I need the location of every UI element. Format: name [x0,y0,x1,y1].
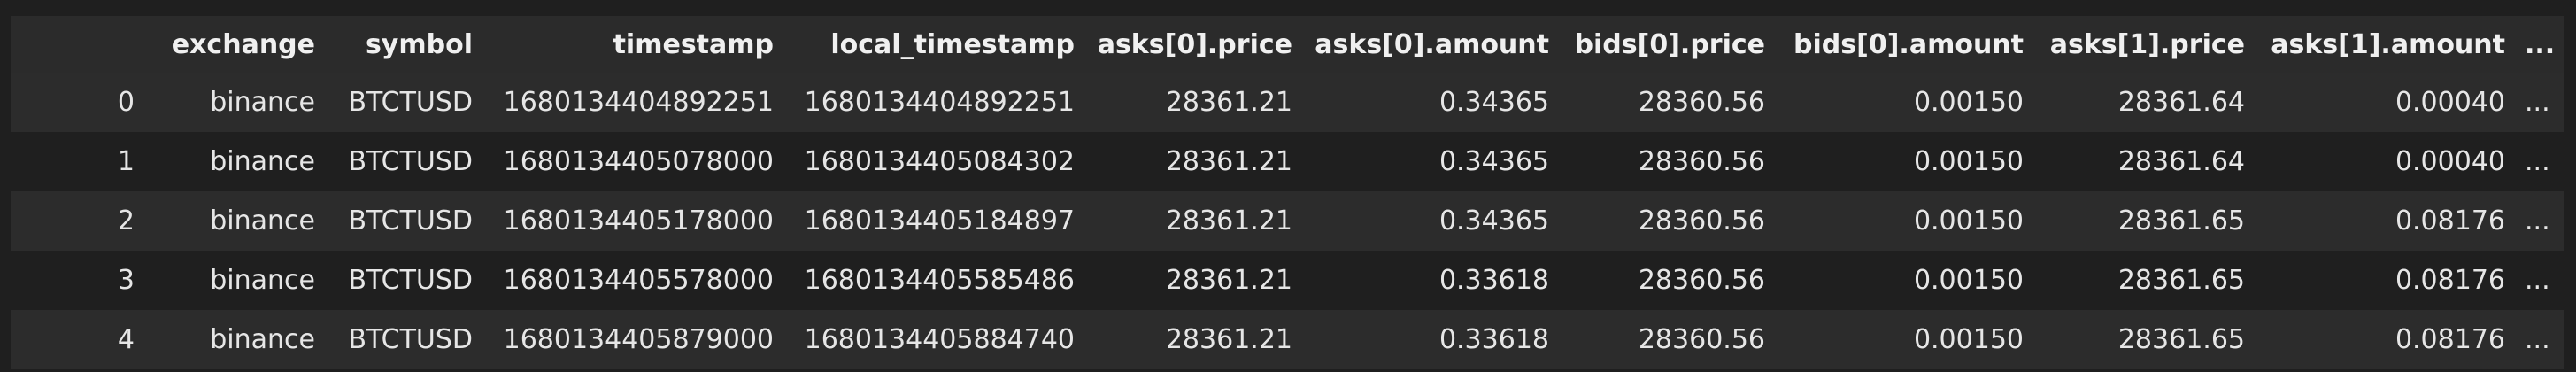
cell-local-timestamp: 1680134405184897 [783,191,1084,251]
cell-asks1-amount: 0.00040 [2254,132,2514,191]
row-index: 1 [11,132,147,191]
column-header-timestamp: timestamp [482,16,783,73]
cell-asks1-price: 28361.65 [2032,191,2254,251]
cell-bids0-price: 28360.56 [1558,191,1774,251]
cell-bids0-price: 28360.56 [1558,251,1774,310]
cell-symbol: BTCTUSD [324,251,482,310]
cell-local-timestamp: 1680134404892251 [783,73,1084,132]
cell-truncated: ... [2514,191,2564,251]
column-header-truncated: ... [2514,16,2564,73]
cell-bids0-price: 28360.56 [1558,73,1774,132]
cell-asks1-amount: 0.08176 [2254,310,2514,369]
cell-symbol: BTCTUSD [324,310,482,369]
cell-bids0-amount: 0.00150 [1774,132,2032,191]
cell-timestamp: 1680134405178000 [482,191,783,251]
cell-asks1-price: 28361.64 [2032,132,2254,191]
column-header-asks1-price: asks[1].price [2032,16,2254,73]
cell-asks0-amount: 0.34365 [1301,73,1558,132]
cell-asks0-amount: 0.34365 [1301,191,1558,251]
column-header-exchange: exchange [147,16,324,73]
header-row: exchange symbol timestamp local_timestam… [11,16,2564,73]
cell-exchange: binance [147,310,324,369]
index-header [11,16,147,73]
cell-asks1-amount: 0.08176 [2254,251,2514,310]
cell-local-timestamp: 1680134405585486 [783,251,1084,310]
dataframe-output: exchange symbol timestamp local_timestam… [11,16,2564,369]
cell-symbol: BTCTUSD [324,73,482,132]
cell-timestamp: 1680134405879000 [482,310,783,369]
cell-asks1-price: 28361.65 [2032,310,2254,369]
column-header-symbol: symbol [324,16,482,73]
cell-asks0-price: 28361.21 [1084,73,1301,132]
table-row: 3 binance BTCTUSD 1680134405578000 16801… [11,251,2564,310]
cell-timestamp: 1680134405578000 [482,251,783,310]
cell-bids0-amount: 0.00150 [1774,191,2032,251]
cell-asks0-amount: 0.34365 [1301,132,1558,191]
cell-timestamp: 1680134404892251 [482,73,783,132]
column-header-bids0-price: bids[0].price [1558,16,1774,73]
cell-bids0-amount: 0.00150 [1774,73,2032,132]
table-row: 0 binance BTCTUSD 1680134404892251 16801… [11,73,2564,132]
row-index: 3 [11,251,147,310]
cell-symbol: BTCTUSD [324,191,482,251]
cell-asks1-price: 28361.64 [2032,73,2254,132]
column-header-asks0-price: asks[0].price [1084,16,1301,73]
cell-asks1-amount: 0.08176 [2254,191,2514,251]
column-header-local-timestamp: local_timestamp [783,16,1084,73]
cell-bids0-price: 28360.56 [1558,132,1774,191]
cell-asks1-amount: 0.00040 [2254,73,2514,132]
row-index: 4 [11,310,147,369]
cell-truncated: ... [2514,132,2564,191]
cell-symbol: BTCTUSD [324,132,482,191]
cell-bids0-amount: 0.00150 [1774,251,2032,310]
row-index: 0 [11,73,147,132]
table-row: 4 binance BTCTUSD 1680134405879000 16801… [11,310,2564,369]
cell-exchange: binance [147,132,324,191]
cell-bids0-price: 28360.56 [1558,310,1774,369]
cell-asks0-price: 28361.21 [1084,132,1301,191]
cell-asks0-amount: 0.33618 [1301,310,1558,369]
cell-truncated: ... [2514,73,2564,132]
cell-asks1-price: 28361.65 [2032,251,2254,310]
cell-timestamp: 1680134405078000 [482,132,783,191]
cell-exchange: binance [147,191,324,251]
dataframe-table: exchange symbol timestamp local_timestam… [11,16,2564,369]
cell-local-timestamp: 1680134405084302 [783,132,1084,191]
column-header-bids0-amount: bids[0].amount [1774,16,2032,73]
cell-local-timestamp: 1680134405884740 [783,310,1084,369]
cell-truncated: ... [2514,310,2564,369]
cell-truncated: ... [2514,251,2564,310]
table-row: 2 binance BTCTUSD 1680134405178000 16801… [11,191,2564,251]
cell-exchange: binance [147,251,324,310]
cell-asks0-amount: 0.33618 [1301,251,1558,310]
cell-exchange: binance [147,73,324,132]
table-row: 1 binance BTCTUSD 1680134405078000 16801… [11,132,2564,191]
column-header-asks1-amount: asks[1].amount [2254,16,2514,73]
cell-asks0-price: 28361.21 [1084,191,1301,251]
column-header-asks0-amount: asks[0].amount [1301,16,1558,73]
cell-asks0-price: 28361.21 [1084,310,1301,369]
cell-asks0-price: 28361.21 [1084,251,1301,310]
cell-bids0-amount: 0.00150 [1774,310,2032,369]
row-index: 2 [11,191,147,251]
